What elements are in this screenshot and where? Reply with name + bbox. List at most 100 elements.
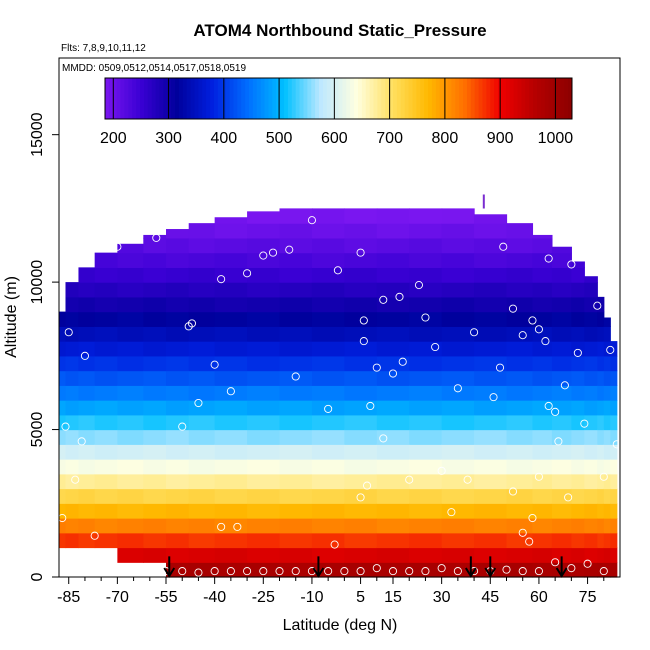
heatmap-cell — [603, 400, 611, 416]
heatmap-cell — [188, 444, 216, 460]
heatmap-cell — [441, 547, 475, 563]
colorbar-segment — [128, 78, 133, 119]
colorbar-segment — [233, 78, 238, 119]
heatmap-cell — [571, 261, 585, 268]
heatmap-cell — [474, 503, 508, 519]
heatmap-cell — [532, 473, 553, 490]
heatmap-cell — [188, 385, 216, 401]
heatmap-cell — [166, 547, 190, 563]
heatmap-cell — [441, 341, 475, 357]
colorbar-segment — [105, 78, 110, 119]
heatmap-cell — [571, 503, 585, 519]
colorbar-segment — [342, 78, 347, 119]
x-axis: -85 -70 -55 -40 -25 -10 5 15 30 45 60 75 — [57, 577, 605, 606]
colorbar-tick-label: 500 — [266, 130, 293, 147]
heatmap-cell — [571, 444, 585, 460]
colorbar-segment — [412, 78, 417, 119]
sample-point — [453, 384, 462, 393]
heatmap-cell — [311, 237, 345, 254]
heatmap-cell — [117, 355, 144, 372]
heatmap-cell — [597, 532, 605, 549]
heatmap-cell — [506, 488, 534, 504]
heatmap-cell — [584, 547, 598, 563]
heatmap-cell — [78, 355, 96, 372]
sample-point — [528, 316, 537, 325]
y-axis-label: Altitude (m) — [3, 276, 20, 358]
heatmap-cell — [247, 429, 281, 445]
heatmap-cell — [441, 370, 475, 386]
x-tick-label: 15 — [384, 589, 402, 606]
heatmap-cell — [344, 341, 378, 357]
colorbar-segment — [124, 78, 129, 119]
heatmap-cell — [166, 370, 190, 386]
colorbar-segment — [322, 78, 328, 119]
heatmap-cell — [571, 341, 585, 357]
heatmap-cell — [376, 385, 410, 401]
heatmap-cell — [344, 532, 378, 549]
colorbar-segment — [478, 78, 483, 119]
sample-point — [499, 242, 508, 251]
sample-point — [599, 472, 608, 481]
heatmap-cell — [143, 518, 167, 534]
heatmap-cell — [376, 223, 410, 239]
heatmap-cell — [376, 444, 410, 460]
heatmap-cell — [59, 459, 67, 475]
heatmap-cell — [247, 211, 281, 224]
sample-point — [356, 567, 365, 576]
heatmap-cell — [610, 459, 618, 475]
heatmap-cell — [117, 532, 144, 549]
sample-point — [405, 475, 414, 484]
sample-points-layer — [58, 204, 621, 577]
colorbar: 200 300 400 500 600 700 800 900 1000 — [100, 77, 573, 147]
heatmap-cell — [279, 532, 313, 549]
heatmap-cell — [188, 311, 216, 327]
heatmap-cell — [571, 414, 585, 431]
heatmap-cell — [59, 341, 67, 357]
sample-point — [606, 345, 615, 354]
heatmap-cell — [506, 341, 534, 357]
arrows-layer — [163, 194, 568, 578]
sample-point — [217, 275, 226, 284]
colorbar-tick-label: 600 — [321, 130, 348, 147]
heatmap-cell — [59, 355, 67, 372]
heatmap-cell — [188, 223, 216, 239]
heatmap-cell — [571, 326, 585, 342]
heatmap-cell — [584, 473, 598, 490]
colorbar-segment — [350, 78, 355, 119]
heatmap-cell — [474, 237, 508, 254]
colorbar-segment — [256, 78, 262, 119]
flights-label: Flts: 7,8,9,10,11,12 — [61, 43, 146, 54]
heatmap-cell — [188, 355, 216, 372]
sample-point — [291, 372, 300, 381]
heatmap-cell — [551, 459, 572, 475]
heatmap-cell — [65, 444, 80, 460]
heatmap-cell — [59, 414, 67, 431]
sample-point — [508, 304, 518, 313]
heatmap-cell — [584, 562, 598, 578]
heatmap-cell — [376, 208, 410, 224]
heatmap-cell — [409, 326, 443, 342]
heatmap-cell — [117, 414, 144, 431]
heatmap-cell — [506, 296, 534, 313]
heatmap-cell — [441, 488, 475, 504]
sample-point — [363, 481, 372, 490]
arrow-head — [312, 567, 325, 578]
heatmap-cell — [65, 370, 80, 386]
x-tick-label: -40 — [203, 589, 226, 606]
heatmap-cell — [279, 282, 313, 298]
heatmap-cell — [143, 547, 167, 563]
heatmap-cell — [344, 562, 378, 578]
heatmap-cell — [311, 429, 345, 445]
sample-point — [113, 242, 122, 251]
heatmap-cell — [311, 532, 345, 549]
colorbar-segment — [206, 78, 211, 119]
heatmap-cell — [441, 532, 475, 549]
colorbar-segment — [307, 78, 312, 119]
heatmap-cell — [376, 267, 410, 283]
heatmap-cell — [188, 518, 216, 534]
colorbar-segment — [560, 78, 565, 119]
colorbar-segment — [268, 78, 273, 119]
heatmap-cell — [441, 282, 475, 298]
sample-point — [564, 493, 573, 502]
colorbar-segment — [147, 78, 153, 119]
